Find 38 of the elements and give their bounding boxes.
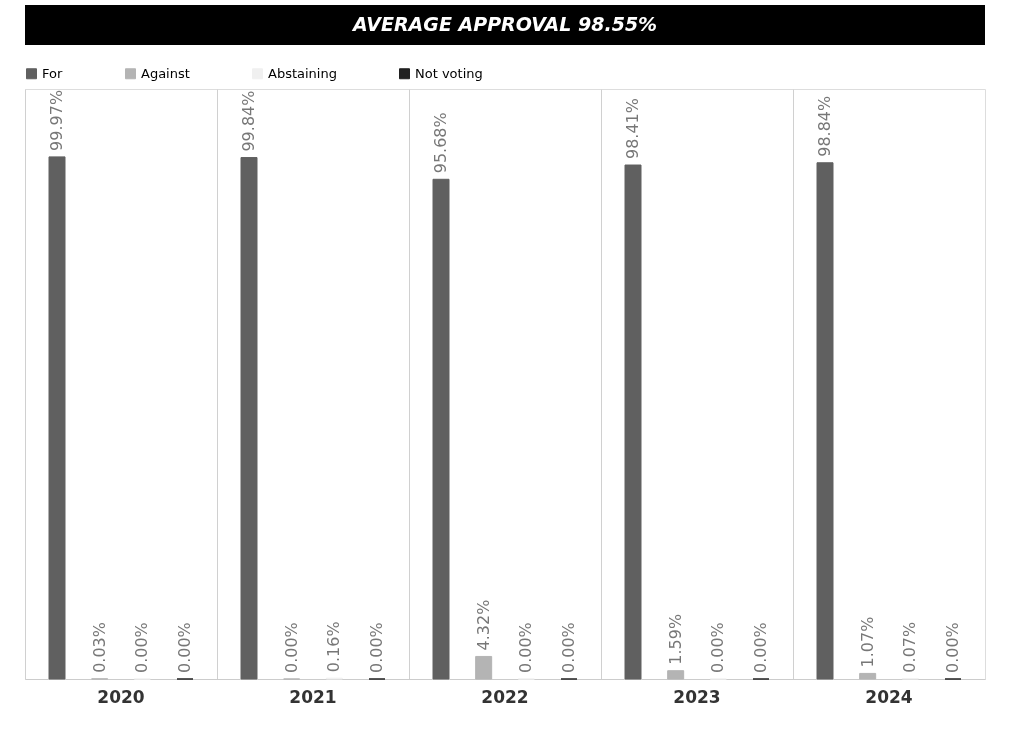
data-label: 4.32%	[473, 599, 493, 651]
data-label: 0.00%	[943, 622, 962, 673]
data-label: 0.00%	[708, 622, 728, 673]
legend-label: Not voting	[415, 65, 483, 81]
data-label: 0.00%	[175, 622, 194, 673]
x-tick-label: 2020	[97, 686, 145, 707]
data-label: 0.00%	[559, 622, 578, 673]
data-label: 98.41%	[623, 98, 642, 160]
data-label: 99.84%	[239, 90, 258, 152]
chart-title: AVERAGE APPROVAL 98.55%	[350, 13, 658, 35]
data-label: 1.59%	[665, 613, 685, 665]
bar	[48, 156, 66, 680]
data-label: 99.97%	[47, 89, 66, 151]
legend-label: Abstaining	[268, 65, 337, 81]
legend-label: For	[42, 65, 63, 81]
bar	[432, 178, 450, 680]
data-label: 0.16%	[324, 621, 344, 673]
x-tick-label: 2021	[289, 686, 337, 707]
data-label: 1.07%	[857, 616, 877, 668]
x-tick-label: 2023	[673, 686, 721, 707]
data-label: 0.03%	[89, 622, 109, 673]
bar	[624, 164, 642, 680]
bar	[667, 670, 685, 680]
data-label: 0.00%	[281, 622, 301, 673]
data-label: 95.68%	[431, 112, 450, 174]
legend-label: Against	[141, 65, 190, 81]
bar	[816, 162, 834, 680]
bar	[859, 672, 877, 680]
data-label: 0.00%	[132, 622, 152, 673]
data-label: 0.00%	[751, 622, 770, 673]
bar	[240, 157, 258, 680]
data-label: 0.07%	[900, 621, 920, 673]
data-label: 0.00%	[367, 622, 386, 673]
x-tick-label: 2024	[865, 686, 913, 707]
data-label: 98.84%	[815, 95, 834, 157]
data-label: 0.00%	[516, 622, 536, 673]
x-tick-label: 2022	[481, 686, 529, 707]
bar	[475, 655, 493, 680]
